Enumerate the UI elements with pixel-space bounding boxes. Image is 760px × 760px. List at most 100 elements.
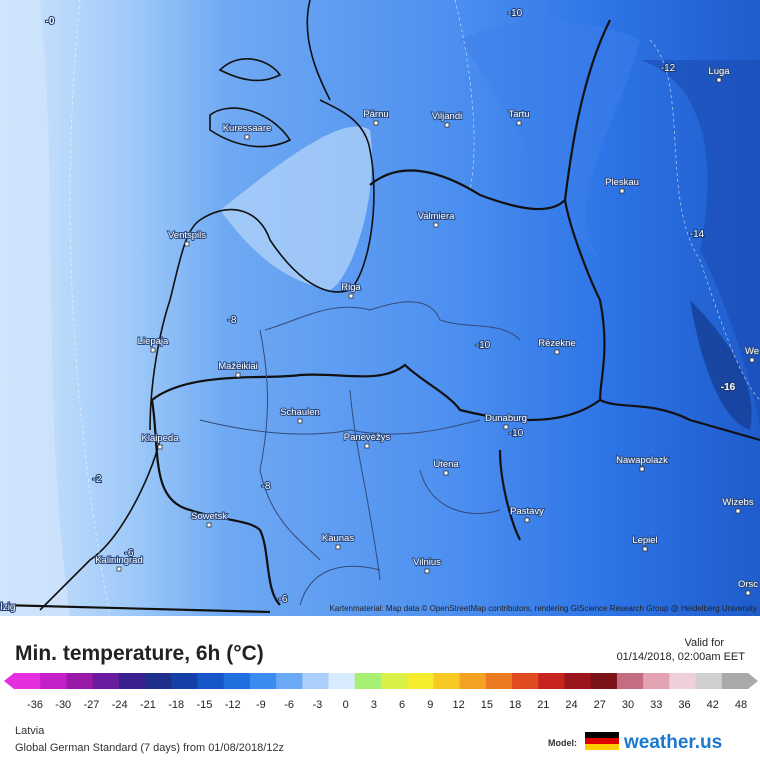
colorbar-cell: [485, 673, 513, 689]
city-label: Dunaburg: [485, 413, 527, 424]
city-label: Viljandi: [432, 111, 462, 122]
flag: [585, 744, 619, 750]
city-dot: [335, 544, 341, 550]
colorbar-tick-label: 3: [371, 699, 377, 711]
isoline-label: -8: [262, 481, 271, 492]
city-dot: [244, 134, 250, 140]
flag: [585, 738, 619, 744]
colorbar-cell: [616, 673, 644, 689]
city-label: Ventspils: [168, 230, 206, 241]
colorbar-tick-label: 27: [594, 699, 606, 711]
region: Latvia: [15, 725, 45, 737]
colorbar-tick-label: -3: [313, 699, 323, 711]
city-label: Klaipeda: [142, 433, 180, 444]
city-label: Nawapolazk: [616, 455, 668, 466]
colorbar-tick-label: -12: [225, 699, 241, 711]
colorbar-tick-label: -15: [196, 699, 212, 711]
colorbar-cell: [512, 673, 539, 689]
colorbar-cell: [721, 673, 749, 689]
colorbar-tick-label: 48: [735, 699, 747, 711]
city-label: We: [745, 346, 759, 357]
city-dot: [297, 418, 303, 424]
colorbar-tick-label: -18: [168, 699, 184, 711]
city-label: Mažeikiai: [218, 361, 258, 372]
city-dot: [516, 120, 522, 126]
colorbar-tick-label: 12: [452, 699, 464, 711]
colorbar-arrow: [4, 673, 14, 689]
city-label: Orsc: [738, 579, 758, 590]
city-dot: [116, 566, 122, 572]
valid-time: 01/14/2018, 02:00am EET: [617, 651, 746, 663]
city-label: Utena: [433, 459, 459, 470]
isoline-label: -12: [661, 63, 676, 74]
city-label: Kaunas: [322, 533, 354, 544]
colorbar-cell: [118, 673, 146, 689]
colorbar-tick-label: -24: [112, 699, 128, 711]
colorbar-tick-label: 9: [427, 699, 433, 711]
isoline-label: -10: [476, 340, 491, 351]
colorbar-cell: [66, 673, 94, 689]
colorbar-cell: [643, 673, 670, 689]
coast: [39, 0, 375, 611]
colorbar-tick-label: -6: [284, 699, 294, 711]
city-dot: [745, 590, 751, 596]
footer: Latvia Global German Standard (7 days) f…: [15, 725, 722, 754]
colorbar-cell: [328, 673, 356, 689]
valid-label: Valid for: [684, 637, 724, 649]
isoline-label: -10: [508, 8, 523, 19]
legend-title: Min. temperature, 6h (°C): [15, 642, 264, 665]
city-label: Kaliningrad: [95, 555, 143, 566]
city-dot: [716, 77, 722, 83]
city-dot: [554, 349, 560, 355]
colorbar-tick-label: -30: [55, 699, 71, 711]
city-dot: [373, 120, 379, 126]
isoline-label: -6: [125, 548, 134, 559]
regions: [199, 301, 521, 606]
city-dot: [433, 222, 439, 228]
city-dot: [444, 122, 450, 128]
city-label: Sowetsk: [191, 511, 227, 522]
colorbar-cell: [276, 673, 303, 689]
map: Kuressaare Pärnu Viljandi Tartu Luga Pleskau V…: [0, 0, 760, 617]
isoline-label: -2: [93, 474, 102, 485]
colorbar-cell: [354, 673, 382, 689]
colorbar-tick-label: 30: [622, 699, 634, 711]
city-dot: [749, 357, 755, 363]
city-dot: [443, 470, 449, 476]
colorbar-cell: [145, 673, 172, 689]
colorbar-cell: [40, 673, 67, 689]
city-label: Schaulen: [280, 407, 320, 418]
city-dot: [157, 444, 163, 450]
colorbar-tick-label: 6: [399, 699, 405, 711]
city-label: Pleskau: [605, 177, 639, 188]
colorbar-cell: [302, 673, 330, 689]
isoline-label: -0: [46, 16, 55, 27]
colorbar-tick-label: -36: [27, 699, 43, 711]
colorbar-cell: [433, 673, 461, 689]
colorbar-cell: [92, 673, 120, 689]
city-dot: [150, 347, 156, 353]
isoline-label: lzig: [0, 602, 15, 613]
colorbar-cell: [249, 673, 277, 689]
city-dot: [424, 568, 430, 574]
colorbar-tick-label: 21: [537, 699, 549, 711]
colorbar-cell: [564, 673, 592, 689]
city-label: Pastavy: [510, 506, 544, 517]
isoline-label: -8: [228, 315, 237, 326]
colorbar-tick-label: 24: [565, 699, 577, 711]
isoline-label: -6: [279, 594, 288, 605]
colorbar-tick-label: 15: [481, 699, 493, 711]
colorbar-cell: [407, 673, 434, 689]
city-dot: [348, 293, 354, 299]
colorbar-tick-label: -27: [84, 699, 100, 711]
city-dot: [184, 241, 190, 247]
colorbar-arrow: [748, 673, 758, 689]
city-label: Kuressaare: [223, 123, 272, 134]
flag: [585, 732, 619, 738]
colorbar-cell: [695, 673, 723, 689]
brand: weather.us: [623, 732, 722, 753]
isoline-label: -10: [509, 428, 524, 439]
city-label: Pärnu: [363, 109, 388, 120]
city-label: Luga: [708, 66, 730, 77]
city-label: Panevėžys: [344, 432, 391, 443]
